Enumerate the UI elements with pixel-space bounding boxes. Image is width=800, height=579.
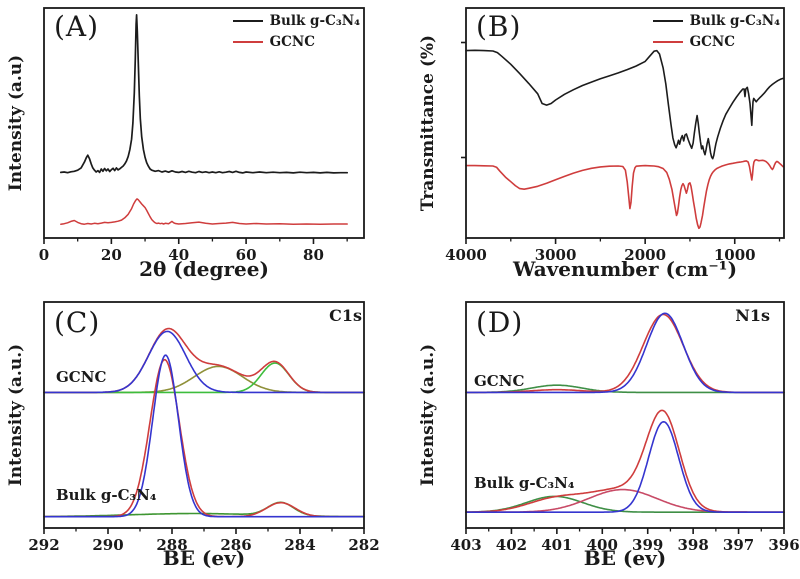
x-tick-label: 60	[236, 246, 257, 264]
xrd-chart: 0 20 40 60 80	[39, 7, 365, 264]
x-tick-label: 4000	[445, 246, 487, 264]
legend-entry-gcnc: GCNC	[652, 34, 780, 50]
legend-label: Bulk g-C₃N₄	[689, 13, 780, 29]
bulk-group-label: Bulk g-C₃N₄	[56, 486, 157, 504]
panel-b-legend: Bulk g-C₃N₄ GCNC	[652, 13, 780, 50]
panel-a-y-axis-label: Intensity (a.u)	[6, 54, 26, 192]
gcnc-fit-peak-288.1-curve	[43, 330, 365, 394]
panel-c-y-axis-label: Intensity (a.u.)	[6, 343, 26, 487]
black-line-swatch	[652, 19, 683, 23]
x-tick-label: 288	[156, 536, 187, 554]
x-tick-label: 401	[541, 536, 572, 554]
x-tick-label: 396	[768, 536, 799, 554]
x-tick-label: 398	[677, 536, 708, 554]
GCNC-curve	[465, 159, 784, 230]
black-line-swatch	[232, 19, 263, 23]
ftir-chart: 4000 3000 2000 1000	[445, 7, 785, 264]
x-tick-label: 0	[39, 246, 49, 264]
x-tick-label: 2000	[624, 246, 666, 264]
x-tick-label: 40	[168, 246, 189, 264]
xps-n1s-chart: 403 402 401 400 399 398 397 396	[450, 301, 800, 554]
red-line-swatch	[652, 40, 683, 44]
panel-a-xrd: 0 20 40 60 80 (A) Intensity (a.u) 2θ (degree…	[0, 0, 400, 290]
panel-a-tag: (A)	[54, 10, 100, 43]
x-tick-label: 290	[92, 536, 123, 554]
x-tick-label: 286	[220, 536, 251, 554]
panel-a-x-axis-label: 2θ (degree)	[139, 257, 269, 281]
legend-label: GCNC	[689, 34, 735, 50]
gcnc-group-label: GCNC	[474, 372, 525, 390]
panel-d-x-axis-label: BE (ev)	[583, 546, 667, 570]
bulk-fit-peak-401-curve	[465, 495, 785, 513]
legend-label: Bulk g-C₃N₄	[269, 13, 360, 29]
bulk-group-label: Bulk g-C₃N₄	[474, 474, 575, 492]
x-tick-label: 284	[284, 536, 315, 554]
x-tick-label: 292	[28, 536, 59, 554]
x-tick-label: 397	[723, 536, 754, 554]
panel-c-corner-label: C1s	[329, 306, 362, 325]
panel-c-x-axis-label: BE (ev)	[162, 546, 246, 570]
panel-b-ftir: 4000 3000 2000 1000 (B) Transmittance (%) W…	[400, 0, 800, 290]
Bulk g-C3N4-curve	[465, 49, 784, 160]
legend-entry-gcnc: GCNC	[232, 34, 360, 50]
red-line-swatch	[232, 40, 263, 44]
x-tick-label: 399	[632, 536, 663, 554]
legend-label: GCNC	[269, 34, 315, 50]
x-tick-label: 20	[101, 246, 122, 264]
bulk-fit-peak-288.2-curve	[43, 354, 365, 518]
Bulk g-C3N4-curve	[59, 14, 349, 174]
panel-d-y-axis-label: Intensity (a.u.)	[418, 343, 438, 487]
xps-c1s-chart: 292 290 288 286 284 282	[28, 301, 380, 554]
x-tick-label: 400	[587, 536, 618, 554]
plot-border	[465, 301, 785, 529]
panel-c-tag: (C)	[54, 306, 101, 339]
GCNC-curve	[60, 198, 348, 225]
panel-b-x-axis-label: Wavenumber (cm⁻¹)	[512, 257, 738, 281]
plot-border	[43, 301, 365, 529]
panel-b-tag: (B)	[476, 10, 522, 43]
gcnc-fit-peak-398.6-curve	[465, 312, 785, 394]
x-tick-label: 3000	[535, 246, 577, 264]
gcnc-group-label: GCNC	[56, 368, 107, 386]
plot-border	[43, 7, 365, 239]
x-tick-label: 402	[496, 536, 527, 554]
panel-a-legend: Bulk g-C₃N₄ GCNC	[232, 13, 360, 50]
plot-border	[465, 7, 785, 239]
panel-c-xps-c1s: 292 290 288 286 284 282 (C) C1s Intensity (a.…	[0, 290, 400, 579]
x-tick-label: 282	[348, 536, 379, 554]
panel-d-tag: (D)	[476, 306, 524, 339]
panel-d-xps-n1s: 403 402 401 400 399 398 397 396 (D) N1s Intensi…	[400, 290, 800, 579]
legend-entry-bulk: Bulk g-C₃N₄	[232, 13, 360, 29]
panel-b-y-axis-label: Transmittance (%)	[418, 34, 438, 212]
bulk-fit-peak-398.65-curve	[465, 421, 785, 513]
x-tick-label: 403	[450, 536, 481, 554]
bulk-envelope-curve	[465, 409, 785, 513]
x-tick-label: 1000	[714, 246, 756, 264]
x-tick-label: 80	[303, 246, 324, 264]
legend-entry-bulk: Bulk g-C₃N₄	[652, 13, 780, 29]
panel-d-corner-label: N1s	[735, 306, 770, 325]
